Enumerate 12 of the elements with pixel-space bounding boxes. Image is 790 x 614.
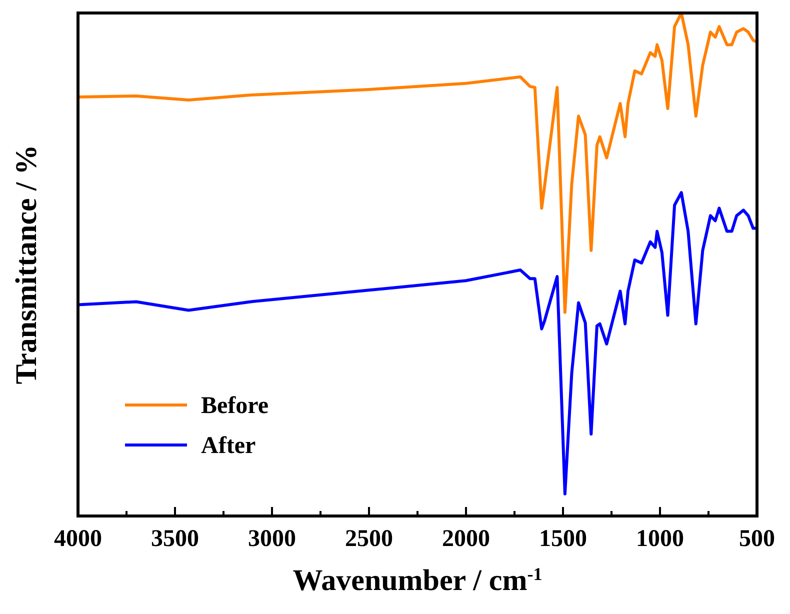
x-tick-label: 2500: [345, 526, 393, 552]
x-axis-title: Wavenumber / cm$^{-1}$: [292, 564, 542, 597]
x-tick-label: 3000: [248, 526, 296, 552]
x-tick-label: 4000: [54, 526, 102, 552]
x-tick-label: 3500: [151, 526, 199, 552]
x-tick-label: 2000: [442, 526, 490, 552]
x-tick-label: 1000: [636, 526, 684, 552]
legend-label: After: [201, 433, 256, 459]
x-tick-label: 1500: [539, 526, 587, 552]
y-axis-title: Transmittance / %: [10, 144, 43, 384]
x-tick-label: 500: [739, 526, 775, 552]
legend-label: Before: [201, 393, 269, 419]
